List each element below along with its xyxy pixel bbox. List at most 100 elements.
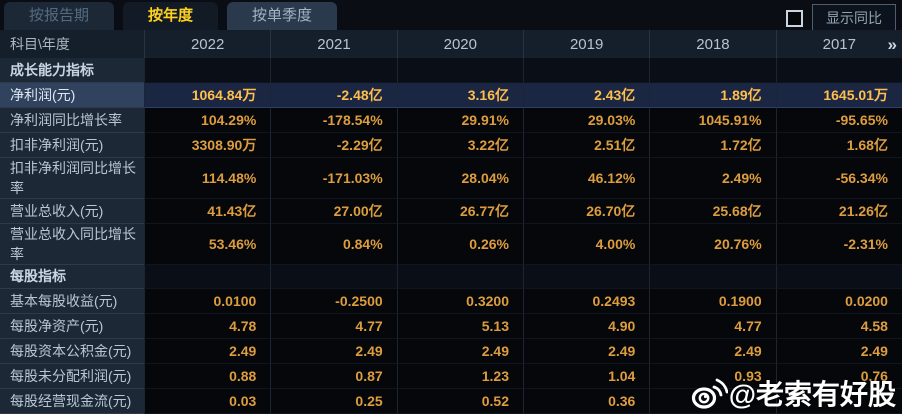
table-row[interactable]: 营业总收入(元) 41.43亿 27.00亿 26.77亿 26.70亿 25.68亿 21… bbox=[0, 198, 902, 224]
year-column-header: 2020 bbox=[396, 30, 523, 58]
cell-value: 2.49 bbox=[522, 339, 650, 365]
cell-value: 29.03% bbox=[522, 107, 650, 133]
cell-value: 104.29% bbox=[144, 107, 271, 133]
cell-value: 114.48% bbox=[144, 157, 271, 199]
corner-header: 科目\年度 bbox=[10, 36, 70, 52]
cell-value: 3308.90万 bbox=[144, 132, 271, 158]
chevron-double-right-icon[interactable]: » bbox=[887, 34, 898, 54]
period-tabbar: 按报告期 按年度 按单季度 显示同比 bbox=[0, 0, 902, 32]
cell-value bbox=[522, 58, 650, 83]
cell-value: 5.13 bbox=[396, 314, 523, 340]
table-row[interactable]: 每股未分配利润(元) 0.88 0.87 1.23 1.04 0.93 0.76 bbox=[0, 364, 902, 390]
cell-value: 2.51亿 bbox=[522, 132, 650, 158]
table-row[interactable]: 每股经营现金流(元) 0.03 0.25 0.52 0.36 bbox=[0, 389, 902, 414]
show-yoy-label-button[interactable]: 显示同比 bbox=[812, 4, 896, 32]
cell-value: 0.03 bbox=[144, 389, 271, 414]
cell-value bbox=[522, 264, 650, 290]
cell-value: 4.00% bbox=[522, 223, 650, 265]
cell-value bbox=[775, 264, 902, 290]
row-label: 营业总收入同比增长率 bbox=[0, 223, 144, 265]
cell-value: 4.58 bbox=[775, 314, 902, 340]
cell-value: 1.89亿 bbox=[649, 82, 776, 108]
cell-value: 21.26亿 bbox=[775, 198, 902, 224]
cell-value: 0.1900 bbox=[649, 289, 776, 315]
row-label: 营业总收入(元) bbox=[0, 198, 144, 224]
cell-value: 0.93 bbox=[649, 364, 776, 390]
table-row[interactable]: 净利润(元) 1064.84万 -2.48亿 3.16亿 2.43亿 1.89亿 1645.… bbox=[0, 82, 902, 108]
cell-value: 29.91% bbox=[396, 107, 523, 133]
year-column-header: 2017» bbox=[775, 30, 902, 58]
row-label: 成长能力指标 bbox=[0, 58, 144, 83]
table-body: 成长能力指标 净利润(元) 1064.84万 -2.48亿 3.16亿 2.43亿 1.89… bbox=[0, 58, 902, 414]
table-row[interactable]: 每股资本公积金(元) 2.49 2.49 2.49 2.49 2.49 2.49 bbox=[0, 339, 902, 365]
cell-value bbox=[649, 389, 776, 414]
cell-value: -0.2500 bbox=[270, 289, 397, 315]
row-label: 净利润同比增长率 bbox=[0, 107, 144, 133]
cell-value: 46.12% bbox=[522, 157, 650, 199]
cell-value: -2.29亿 bbox=[270, 132, 397, 158]
year-column-header: 2018 bbox=[649, 30, 775, 58]
cell-value bbox=[396, 264, 523, 290]
cell-value: 2.49 bbox=[144, 339, 271, 365]
cell-value bbox=[144, 58, 271, 83]
cell-value: 0.87 bbox=[270, 364, 397, 390]
section-row: 成长能力指标 bbox=[0, 58, 902, 83]
cell-value: 0.88 bbox=[144, 364, 271, 390]
cell-value: 2.49% bbox=[649, 157, 776, 199]
table-header-row: 科目\年度 2022 2021 2020 2019 2018 2017» bbox=[0, 30, 902, 58]
table-row[interactable]: 营业总收入同比增长率 53.46% 0.84% 0.26% 4.00% 20.76% -2.… bbox=[0, 223, 902, 265]
cell-value: 1064.84万 bbox=[144, 82, 271, 108]
cell-value: 1645.01万 bbox=[775, 82, 902, 108]
table-row[interactable]: 扣非净利润(元) 3308.90万 -2.29亿 3.22亿 2.51亿 1.72亿 1.6… bbox=[0, 132, 902, 158]
row-label: 扣非净利润同比增长率 bbox=[0, 157, 144, 199]
cell-value: 0.26% bbox=[396, 223, 523, 265]
yoy-controls: 显示同比 bbox=[786, 4, 896, 32]
row-label: 净利润(元) bbox=[0, 82, 144, 108]
cell-value: 0.84% bbox=[270, 223, 397, 265]
row-label: 每股经营现金流(元) bbox=[0, 389, 144, 414]
cell-value: 2.43亿 bbox=[522, 82, 650, 108]
table-row[interactable]: 每股净资产(元) 4.78 4.77 5.13 4.90 4.77 4.58 bbox=[0, 314, 902, 340]
table-row[interactable]: 扣非净利润同比增长率 114.48% -171.03% 28.04% 46.12% 2.4… bbox=[0, 157, 902, 199]
show-yoy-checkbox[interactable] bbox=[786, 9, 803, 27]
cell-value: 4.78 bbox=[144, 314, 271, 340]
cell-value bbox=[775, 58, 902, 83]
cell-value: 0.25 bbox=[270, 389, 397, 414]
cell-value: -95.65% bbox=[775, 107, 902, 133]
cell-value bbox=[270, 264, 397, 290]
cell-value: -56.34% bbox=[775, 157, 902, 199]
cell-value: 53.46% bbox=[144, 223, 271, 265]
cell-value bbox=[270, 58, 397, 83]
cell-value: 25.68亿 bbox=[649, 198, 776, 224]
cell-value: 41.43亿 bbox=[144, 198, 271, 224]
tab-report-period[interactable]: 按报告期 bbox=[4, 2, 115, 30]
row-label: 每股指标 bbox=[0, 264, 144, 290]
cell-value: 2.49 bbox=[649, 339, 776, 365]
cell-value: 2.49 bbox=[270, 339, 397, 365]
row-label: 基本每股收益(元) bbox=[0, 289, 144, 315]
cell-value: 1.68亿 bbox=[775, 132, 902, 158]
cell-value: 26.77亿 bbox=[396, 198, 523, 224]
cell-value: 0.36 bbox=[522, 389, 650, 414]
cell-value bbox=[649, 58, 776, 83]
cell-value: 4.90 bbox=[522, 314, 650, 340]
row-label: 每股未分配利润(元) bbox=[0, 364, 144, 390]
cell-value: -178.54% bbox=[270, 107, 397, 133]
tab-single-quarter[interactable]: 按单季度 bbox=[227, 2, 338, 30]
cell-value: 2.49 bbox=[775, 339, 902, 365]
tab-annual[interactable]: 按年度 bbox=[123, 2, 219, 30]
row-label: 扣非净利润(元) bbox=[0, 132, 144, 158]
cell-value: 0.0100 bbox=[144, 289, 271, 315]
cell-value bbox=[649, 264, 776, 290]
cell-value: 0.3200 bbox=[396, 289, 523, 315]
table-row[interactable]: 净利润同比增长率 104.29% -178.54% 29.91% 29.03% 1045.… bbox=[0, 107, 902, 133]
cell-value: 27.00亿 bbox=[270, 198, 397, 224]
table-row[interactable]: 基本每股收益(元) 0.0100 -0.2500 0.3200 0.2493 0.1900… bbox=[0, 289, 902, 315]
cell-value bbox=[396, 58, 523, 83]
year-column-header: 2022 bbox=[144, 30, 270, 58]
cell-value bbox=[775, 389, 902, 414]
cell-value: 0.52 bbox=[396, 389, 523, 414]
cell-value: 4.77 bbox=[649, 314, 776, 340]
cell-value: 1.04 bbox=[522, 364, 650, 390]
